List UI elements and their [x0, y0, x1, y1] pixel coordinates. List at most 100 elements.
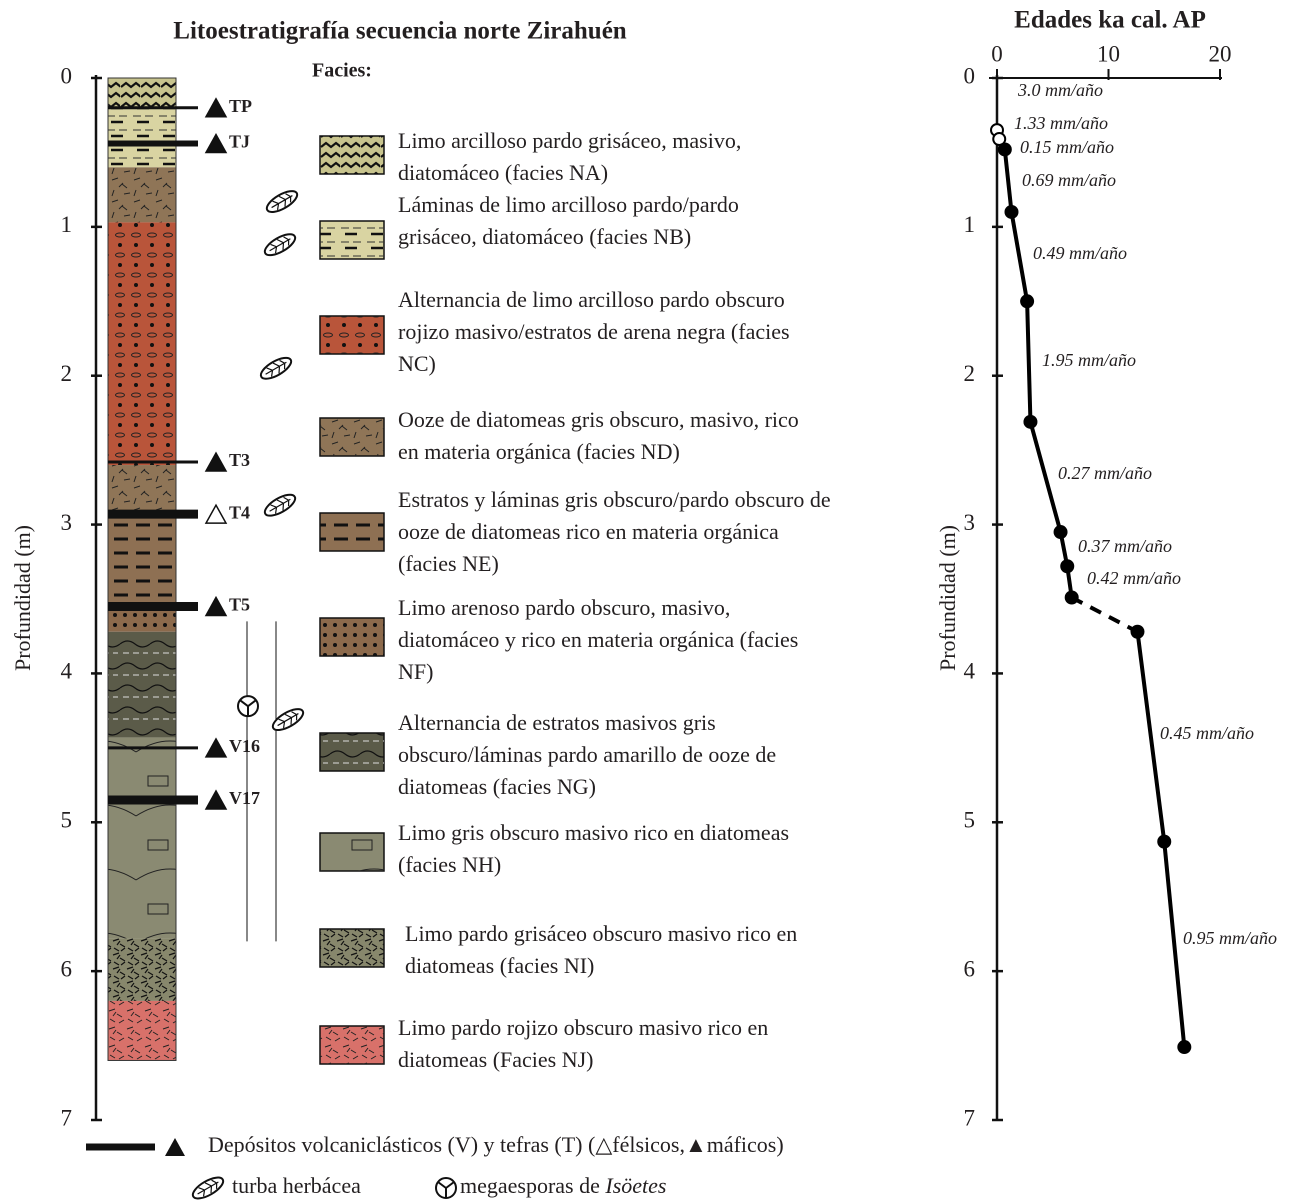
legend-label: Alternancia de limo arcilloso pardo obsc…: [398, 287, 785, 312]
tephra-triangle: [206, 791, 226, 809]
age-point: [1131, 626, 1143, 638]
legend-label: Limo pardo rojizo obscuro masivo rico en: [398, 1015, 768, 1040]
legend-swatch-pattern: [320, 929, 384, 967]
y-tick-label: 5: [61, 808, 73, 833]
legend-swatch-pattern: [320, 316, 384, 354]
legend-swatch-pattern: [320, 833, 384, 871]
layer-pattern: [108, 108, 176, 168]
rate-label: 0.69 mm/año: [1022, 170, 1116, 190]
facies-title: Facies:: [312, 60, 372, 82]
legend-label: NC): [398, 351, 436, 376]
left-y-label: Profundidad (m): [10, 525, 35, 671]
tephra-triangle: [206, 453, 226, 471]
rate-label: 0.45 mm/año: [1160, 723, 1254, 743]
legend-swatch-pattern: [320, 618, 384, 656]
layer-pattern: [108, 517, 176, 606]
isoetes-symbol: [238, 696, 258, 716]
rate-label: 1.33 mm/año: [1014, 113, 1108, 133]
legend-isoetes-taxon: Isöetes: [604, 1173, 666, 1198]
legend-label: diatomeas (facies NI): [405, 953, 594, 978]
y-tick-label: 6: [964, 956, 976, 981]
figure: Litoestratigrafía secuencia norte Zirahu…: [0, 0, 1300, 1203]
rate-label: 1.95 mm/año: [1042, 350, 1136, 370]
y-tick-label: 6: [61, 956, 73, 981]
y-tick-label: 4: [61, 659, 73, 684]
legend-label: grisáceo, diatomáceo (facies NB): [398, 224, 691, 249]
legend-isoetes-symbol: [436, 1178, 456, 1198]
tephra-label: T3: [229, 450, 250, 470]
y-tick-label: 4: [964, 659, 976, 684]
tephra-label: TP: [229, 96, 252, 116]
legend-label: Estratos y láminas gris obscuro/pardo ob…: [398, 487, 831, 512]
right-y-label: Profundidad (m): [935, 525, 960, 671]
x-tick-label: 0: [991, 41, 1003, 66]
legend-peat-symbol: [190, 1173, 226, 1202]
legend-label: en materia orgánica (facies ND): [398, 439, 680, 464]
tephra-label: T5: [229, 595, 250, 615]
rate-label: 0.42 mm/año: [1087, 568, 1181, 588]
legend-label: diatomeas (Facies NJ): [398, 1047, 594, 1072]
legend-swatch-pattern: [320, 1026, 384, 1064]
tephra-triangle: [206, 739, 226, 757]
age-point: [1178, 1041, 1190, 1053]
tephra-triangle: [206, 597, 226, 615]
legend-swatch-pattern: [320, 136, 384, 174]
age-point: [1066, 592, 1078, 604]
tephra-triangle: [206, 99, 226, 117]
right-title: Edades ka cal. AP: [1014, 7, 1206, 34]
legend-label: Limo gris obscuro masivo rico en diatome…: [398, 820, 789, 845]
layer-pattern: [108, 78, 176, 108]
legend-label: Láminas de limo arcilloso pardo/pardo: [398, 192, 739, 217]
legend-label: ooze de diatomeas rico en materia orgáni…: [398, 519, 779, 544]
peat-symbol: [264, 187, 300, 216]
legend-label: NF): [398, 659, 433, 684]
legend-label: Limo pardo grisáceo obscuro masivo rico …: [405, 921, 797, 946]
age-point: [1158, 836, 1170, 848]
legend-peat: turba herbácea: [232, 1173, 361, 1198]
legend-isoetes: megaesporas de Isöetes: [460, 1173, 666, 1198]
layer-pattern: [108, 1001, 176, 1061]
tephra-triangle: [206, 134, 226, 152]
page: Litoestratigrafía Zirahuén {"chart_data"…: [0, 0, 1300, 1203]
legend-swatch-pattern: [320, 418, 384, 456]
y-tick-label: 0: [61, 63, 73, 88]
tephra-triangle: [206, 505, 226, 523]
layer-pattern: [108, 222, 176, 465]
age-depth-join: [1072, 598, 1138, 632]
peat-symbol: [262, 491, 298, 520]
y-tick-label: 0: [964, 63, 976, 88]
legend-swatch-pattern: [320, 221, 384, 259]
x-tick-label: 20: [1209, 41, 1232, 66]
body: Litoestratigrafía secuencia norte Zirahu…: [0, 0, 1300, 1203]
age-point: [1005, 206, 1017, 218]
y-tick-label: 1: [61, 212, 73, 237]
legend-label: Limo arenoso pardo obscuro, masivo,: [398, 595, 730, 620]
legend-volcanic-triangle: [165, 1138, 185, 1156]
y-tick-label: 7: [964, 1105, 976, 1130]
legend-label: Limo arcilloso pardo grisáceo, masivo,: [398, 128, 741, 153]
legend-label: (facies NE): [398, 551, 499, 576]
y-tick-label: 1: [964, 212, 976, 237]
legend-swatch-pattern: [320, 733, 384, 771]
legend-swatch-pattern: [320, 513, 384, 551]
age-point: [1021, 295, 1033, 307]
legend-label: obscuro/láminas pardo amarillo de ooze d…: [398, 742, 776, 767]
rate-label: 0.15 mm/año: [1020, 137, 1114, 157]
legend-volcanic: Depósitos volcaniclásticos (V) y tefras …: [208, 1132, 784, 1157]
age-point: [999, 143, 1011, 155]
legend-label: Ooze de diatomeas gris obscuro, masivo, …: [398, 407, 799, 432]
tephra-label: V17: [229, 788, 260, 808]
rate-label: 0.95 mm/año: [1183, 928, 1277, 948]
y-tick-label: 2: [61, 361, 73, 386]
rate-label: 0.37 mm/año: [1078, 536, 1172, 556]
age-point: [1024, 416, 1036, 428]
legend-label: diatomeas (facies NG): [398, 774, 596, 799]
peat-symbol: [262, 230, 298, 259]
tephra-label: T4: [229, 502, 250, 522]
tephra-label: TJ: [229, 132, 250, 152]
left-title: Litoestratigrafía secuencia norte Zirahu…: [173, 18, 626, 45]
y-tick-label: 5: [964, 808, 976, 833]
legend-label: diatomáceo y rico en materia orgánica (f…: [398, 627, 798, 652]
legend-label: Alternancia de estratos masivos gris: [398, 710, 716, 735]
age-point: [1055, 526, 1067, 538]
